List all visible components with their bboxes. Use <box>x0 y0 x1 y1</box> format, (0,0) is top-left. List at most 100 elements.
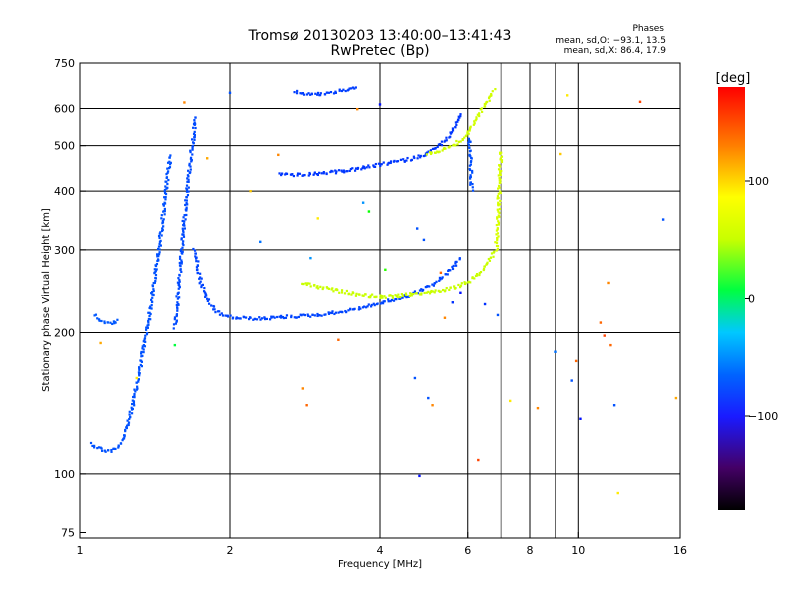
data-point <box>444 139 447 142</box>
data-point <box>471 169 474 173</box>
data-point <box>200 285 203 289</box>
data-point <box>355 292 358 295</box>
data-point <box>487 257 490 261</box>
data-point <box>213 308 216 311</box>
data-point <box>445 286 448 290</box>
data-point <box>495 241 499 245</box>
data-point <box>455 139 458 143</box>
data-point <box>499 178 502 181</box>
data-point <box>340 89 344 93</box>
data-point <box>490 93 493 96</box>
data-point <box>495 223 498 227</box>
data-point <box>469 163 473 166</box>
data-point <box>469 140 472 144</box>
data-point <box>182 222 186 225</box>
data-point <box>279 316 283 319</box>
x-tick-label: 1 <box>77 544 84 557</box>
data-point <box>193 119 196 122</box>
data-point <box>154 264 158 268</box>
data-point <box>379 164 382 168</box>
data-point <box>477 458 480 462</box>
data-point <box>145 328 148 331</box>
data-point <box>165 187 168 190</box>
data-point <box>487 96 491 100</box>
data-point <box>268 318 272 321</box>
data-point <box>405 293 408 296</box>
data-point <box>132 395 135 399</box>
data-point <box>149 312 152 316</box>
data-point <box>180 259 183 262</box>
data-point <box>381 302 385 305</box>
data-point <box>332 290 335 293</box>
data-point <box>124 428 127 432</box>
data-point <box>536 406 540 410</box>
data-point <box>186 180 189 183</box>
data-point <box>499 199 502 203</box>
data-point <box>235 317 238 320</box>
data-point <box>138 368 141 371</box>
data-point <box>142 343 145 347</box>
data-point <box>181 233 184 236</box>
data-point <box>554 350 557 353</box>
data-point <box>329 311 332 314</box>
data-point <box>390 298 393 302</box>
data-point <box>194 122 197 125</box>
data-point <box>191 148 194 151</box>
data-point <box>157 253 161 256</box>
data-point <box>331 310 334 313</box>
data-point <box>419 156 422 159</box>
data-point <box>477 113 480 116</box>
data-point <box>338 291 341 294</box>
data-point <box>136 387 139 390</box>
data-point <box>112 447 115 450</box>
data-point <box>367 303 370 306</box>
data-point <box>166 167 169 170</box>
data-point <box>496 216 499 219</box>
data-point <box>451 129 455 132</box>
data-point <box>270 315 273 318</box>
data-point <box>474 119 477 122</box>
data-point <box>249 189 252 193</box>
data-point <box>469 126 472 129</box>
data-point <box>183 101 186 104</box>
data-point <box>147 311 150 314</box>
data-point <box>426 285 429 288</box>
data-point <box>183 220 186 223</box>
data-point <box>200 284 203 287</box>
data-point <box>206 297 209 300</box>
data-point <box>195 266 199 269</box>
data-point <box>133 396 136 399</box>
data-point <box>189 150 192 154</box>
data-point <box>491 90 494 93</box>
data-point <box>165 173 168 176</box>
data-point <box>413 376 417 380</box>
data-point <box>500 155 504 158</box>
data-point <box>331 170 334 173</box>
data-point <box>428 292 432 295</box>
data-point <box>163 190 166 193</box>
data-point <box>259 240 262 244</box>
data-point <box>144 334 147 337</box>
data-point <box>145 326 148 329</box>
data-point <box>309 93 312 96</box>
data-point <box>418 293 422 296</box>
x-tick-label: 10 <box>571 544 585 557</box>
data-point <box>158 236 161 240</box>
data-point <box>186 174 190 177</box>
data-point <box>308 282 311 285</box>
data-point <box>177 287 180 290</box>
data-point <box>147 317 151 321</box>
data-point <box>459 115 462 118</box>
data-point <box>638 100 642 104</box>
data-point <box>192 132 196 135</box>
data-point <box>200 277 203 280</box>
data-point <box>178 286 181 289</box>
data-point <box>131 407 134 411</box>
data-point <box>382 161 385 164</box>
data-point <box>151 296 154 299</box>
data-point <box>173 343 177 347</box>
data-point <box>362 165 365 168</box>
data-point <box>104 450 107 453</box>
data-point <box>427 290 430 293</box>
data-point <box>162 204 165 207</box>
